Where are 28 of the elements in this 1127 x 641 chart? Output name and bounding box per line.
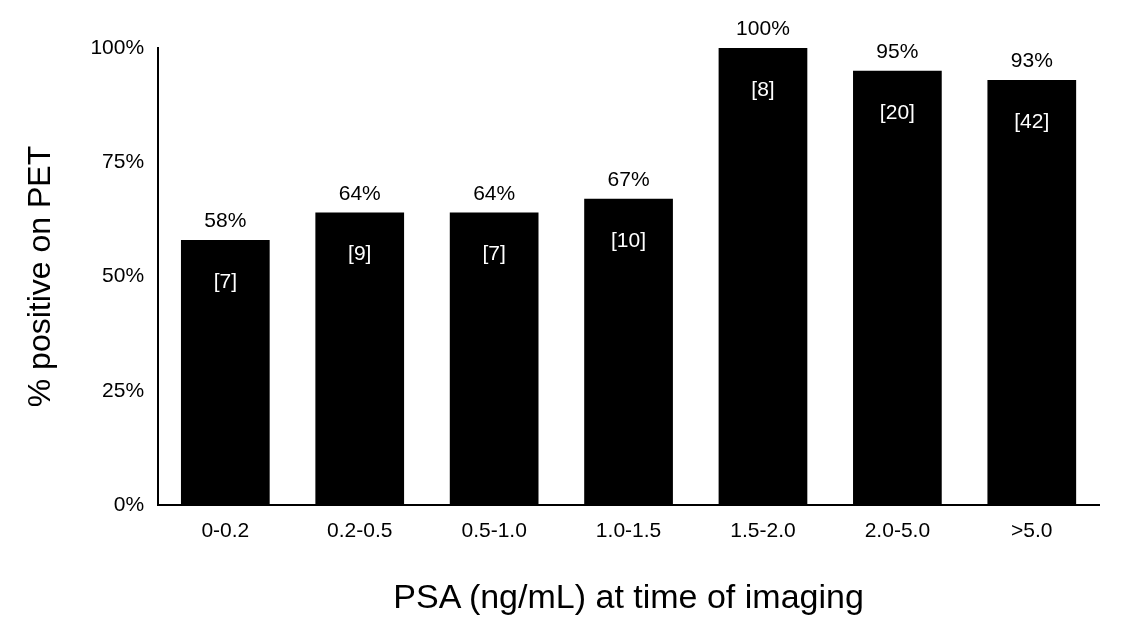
data-label: 67% (607, 167, 650, 191)
annotation: [10] (611, 227, 647, 251)
x-tick-label: 0-0.2 (201, 518, 250, 542)
annotation: [7] (482, 241, 506, 265)
data-label: 100% (736, 16, 790, 40)
annotation: [8] (751, 76, 775, 100)
y-tick-label: 100% (90, 34, 145, 58)
x-tick-label: 2.0-5.0 (864, 518, 931, 542)
annotation: [42] (1014, 108, 1050, 132)
x-tick-label: >5.0 (1011, 518, 1053, 542)
y-tick-label: 0% (113, 491, 145, 515)
x-tick-label: 0.5-1.0 (461, 518, 527, 542)
x-tick-label: 1.5-2.0 (730, 518, 796, 542)
data-label: 64% (473, 180, 516, 204)
y-axis-title: % positive on PET (21, 145, 58, 408)
data-label: 95% (876, 39, 919, 63)
annotation: [20] (879, 99, 915, 123)
data-label: 93% (1010, 48, 1053, 72)
x-tick-label: 1.0-1.5 (595, 518, 662, 542)
annotation: [9] (348, 241, 372, 265)
x-axis-title: PSA (ng/mL) at time of imaging (393, 576, 864, 615)
y-tick-label: 25% (102, 377, 145, 401)
data-label: 58% (204, 208, 247, 232)
x-tick-label: 0.2-0.5 (327, 518, 393, 542)
y-tick-label: 75% (102, 149, 145, 173)
annotation: [7] (213, 268, 237, 292)
y-tick-label: 50% (102, 263, 145, 287)
data-label: 64% (338, 180, 381, 204)
